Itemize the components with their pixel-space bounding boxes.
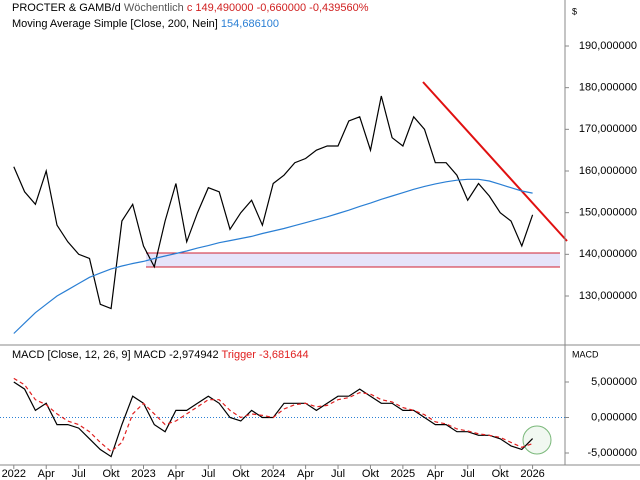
trigger-name: Trigger bbox=[222, 349, 257, 361]
y-tick-label: 180,000000 bbox=[579, 82, 637, 94]
legend-macd: MACD [Close, 12, 26, 9] MACD -2,974942 T… bbox=[12, 349, 309, 361]
y-tick-label: 0,000000 bbox=[591, 411, 637, 423]
macd-title: MACD [Close, 12, 26, 9] bbox=[12, 349, 131, 361]
interval: Wöchentlich bbox=[124, 2, 184, 14]
x-tick-label: Apr bbox=[38, 468, 55, 480]
x-tick-label: Jul bbox=[201, 468, 215, 480]
legend-title: PROCTER & GAMB/d Wöchentlich c 149,49000… bbox=[12, 2, 369, 14]
symbol: PROCTER & GAMB/d bbox=[12, 2, 121, 14]
legend-ma: Moving Average Simple [Close, 200, Nein]… bbox=[12, 18, 279, 30]
series-line bbox=[13, 95, 534, 310]
x-tick-label: Okt bbox=[362, 468, 379, 480]
x-tick-label: Apr bbox=[297, 468, 314, 480]
y-tick-label: 150,000000 bbox=[579, 207, 637, 219]
y-tick-label: 190,000000 bbox=[579, 40, 637, 52]
price-axis-label: $ bbox=[572, 6, 577, 16]
ma-value: 154,686100 bbox=[221, 18, 279, 30]
ma-name: Moving Average Simple [Close, 200, Nein] bbox=[12, 18, 218, 30]
support-zone bbox=[146, 253, 560, 267]
x-tick-label: 2024 bbox=[261, 468, 285, 480]
trigger-value: -3,681644 bbox=[259, 349, 309, 361]
series-line bbox=[13, 381, 534, 458]
y-tick-label: 130,000000 bbox=[579, 290, 637, 302]
x-tick-label: Apr bbox=[427, 468, 444, 480]
y-tick-label: 140,000000 bbox=[579, 248, 637, 260]
x-tick-label: 2025 bbox=[391, 468, 415, 480]
y-tick-label: -5,000000 bbox=[587, 447, 637, 459]
quote: c 149,490000 -0,660000 -0,439560% bbox=[187, 2, 369, 14]
macd-axis-label: MACD bbox=[572, 349, 599, 359]
highlight-circle bbox=[522, 425, 552, 455]
x-tick-label: Jul bbox=[72, 468, 86, 480]
x-tick-label: Okt bbox=[103, 468, 120, 480]
x-tick-label: Okt bbox=[492, 468, 509, 480]
y-tick-label: 170,000000 bbox=[579, 123, 637, 135]
y-tick-label: 160,000000 bbox=[579, 165, 637, 177]
x-tick-label: 2026 bbox=[520, 468, 544, 480]
x-tick-label: Jul bbox=[461, 468, 475, 480]
x-tick-label: 2022 bbox=[2, 468, 26, 480]
x-tick-label: Okt bbox=[232, 468, 249, 480]
macd-name: MACD bbox=[134, 349, 166, 361]
macd-value: -2,974942 bbox=[169, 349, 219, 361]
trend-line bbox=[422, 81, 568, 242]
series-line bbox=[13, 377, 533, 453]
y-tick-label: 5,000000 bbox=[591, 376, 637, 388]
x-tick-label: Jul bbox=[331, 468, 345, 480]
x-tick-label: 2023 bbox=[131, 468, 155, 480]
x-tick-label: Apr bbox=[167, 468, 184, 480]
series-line bbox=[13, 178, 533, 334]
